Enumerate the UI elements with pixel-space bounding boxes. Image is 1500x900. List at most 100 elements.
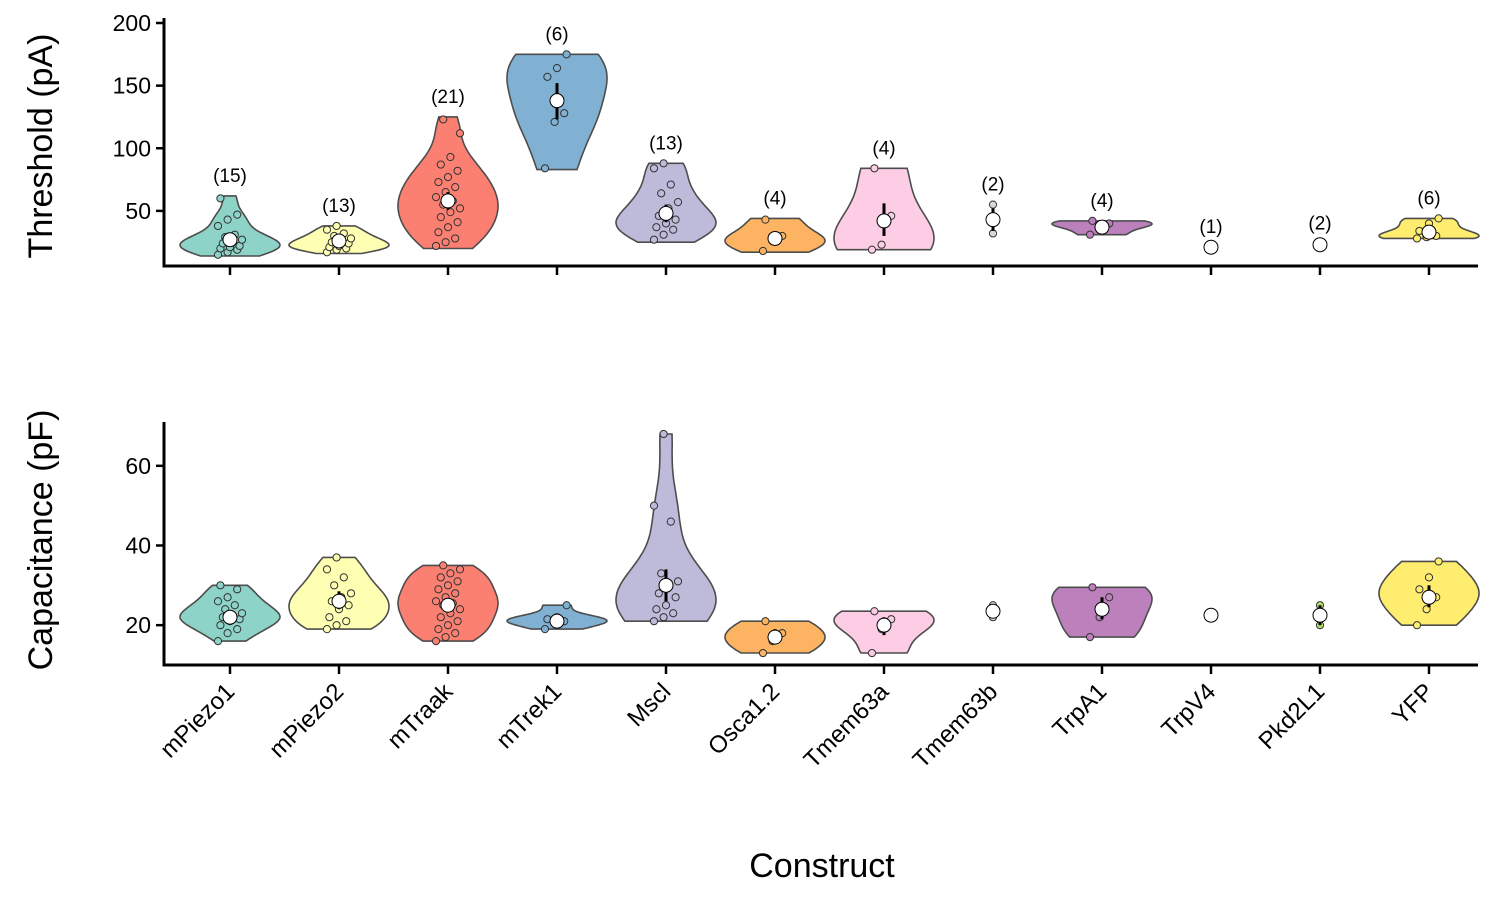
x-category-label-tmem63a: Tmem63a	[799, 678, 895, 774]
bottom-point-mpiezo2	[339, 573, 348, 582]
x-category-label-mpiezo1: mPiezo1	[155, 678, 240, 763]
bottom-point-mpiezo1	[223, 593, 232, 602]
top-point-mpiezo1	[213, 221, 223, 231]
x-category-label-trpv4: TrpV4	[1157, 678, 1222, 743]
top-point-mtraak	[434, 228, 443, 237]
bottom-point-mpiezo2	[330, 581, 339, 590]
bottom-point-yfp	[1412, 621, 1422, 630]
bottom-point-mtraak	[451, 629, 460, 638]
top-violin-group-trpa1: (4)	[1051, 191, 1153, 239]
bottom-mean-marker-mpiezo1	[222, 609, 238, 625]
top-n-label-pkd2l1: (2)	[1308, 213, 1331, 234]
bottom-point-mpiezo1	[233, 625, 242, 634]
top-violin-group-trpv4: (1)	[1199, 217, 1223, 255]
bottom-point-tmem63a	[870, 607, 879, 616]
top-n-label-trpv4: (1)	[1199, 217, 1222, 238]
bottom-point-mscl	[657, 569, 666, 578]
bottom-point-mscl	[652, 605, 661, 614]
top-point-mtraak	[455, 204, 465, 213]
top-violin-group-mtrek1: (6)	[506, 24, 608, 173]
bottom-mean-marker-mtraak	[440, 597, 456, 613]
top-point-mtraak	[446, 152, 455, 162]
x-category-label-osca1-2: Osca1.2	[703, 678, 785, 760]
bottom-violin-group-mtraak	[397, 561, 499, 646]
top-violin-group-osca1-2: (4)	[724, 188, 826, 256]
top-y-tick-label: 200	[113, 10, 151, 36]
bottom-point-mscl	[661, 601, 671, 610]
top-panel-y-axis-title: Threshold (pA)	[22, 34, 60, 259]
top-n-label-osca1-2: (4)	[763, 188, 786, 209]
top-point-mtraak	[446, 208, 455, 217]
top-point-mtrek1	[550, 117, 559, 127]
bottom-point-osca1-2	[758, 648, 768, 658]
top-point-mtrek1	[540, 164, 550, 173]
top-point-mtraak	[431, 241, 441, 251]
bottom-point-mpiezo2	[332, 553, 341, 562]
bottom-point-mtraak	[434, 625, 443, 634]
bottom-axis-lines	[162, 422, 1478, 667]
top-violin-group-mpiezo2: (13)	[288, 196, 390, 257]
top-y-tick-label: 100	[113, 135, 151, 161]
bottom-point-mpiezo2	[325, 613, 334, 622]
bottom-point-mpiezo1	[230, 601, 239, 610]
top-violin-mscl	[615, 162, 717, 243]
top-point-tmem63a	[870, 164, 879, 173]
top-point-tmem63a	[867, 245, 877, 254]
top-point-mscl	[669, 225, 678, 234]
bottom-point-mpiezo2	[332, 621, 341, 630]
top-mean-marker-mpiezo2	[331, 233, 347, 249]
top-point-yfp	[1434, 214, 1443, 223]
top-n-label-tmem63b: (2)	[981, 175, 1004, 196]
bottom-y-tick-label: 20	[125, 612, 151, 638]
bottom-point-mtraak	[439, 561, 448, 570]
x-category-label-trpa1: TrpA1	[1048, 678, 1113, 743]
top-point-osca1-2	[761, 215, 770, 224]
bottom-point-mtraak	[431, 636, 441, 646]
top-violin-group-tmem63a: (4)	[833, 138, 935, 254]
top-panel: Threshold (pA) 50 100 150 200 (15) (13) (21) (6…	[22, 10, 1480, 275]
top-point-mscl	[649, 235, 659, 244]
bottom-point-mscl	[666, 517, 675, 526]
top-violin-group-mtraak: (21)	[397, 87, 499, 251]
bottom-violin-group-trpv4	[1203, 607, 1219, 623]
x-category-label-mscl: Mscl	[622, 678, 676, 732]
top-point-osca1-2	[758, 246, 768, 256]
bottom-violin-group-mpiezo2	[288, 553, 390, 634]
top-point-mscl	[652, 223, 661, 232]
bottom-point-trpa1	[1105, 593, 1114, 602]
bottom-point-yfp	[1422, 605, 1431, 614]
bottom-point-mtraak	[455, 565, 465, 574]
bottom-point-mpiezo2	[322, 565, 332, 574]
top-n-label-yfp: (6)	[1417, 188, 1440, 209]
bottom-mean-marker-trpa1	[1094, 601, 1110, 617]
bottom-point-mscl	[669, 609, 678, 618]
top-point-mscl	[649, 164, 659, 173]
top-point-mtraak	[441, 238, 450, 247]
bottom-point-mtraak	[431, 597, 441, 606]
bottom-point-osca1-2	[761, 617, 770, 626]
top-point-mpiezo1	[223, 215, 232, 224]
bottom-mean-marker-mtrek1	[549, 613, 565, 629]
bottom-point-mscl	[654, 589, 663, 598]
top-mean-marker-mscl	[658, 205, 674, 221]
bottom-point-mscl	[659, 429, 668, 439]
top-violin-group-mscl: (13)	[615, 133, 717, 244]
bottom-mean-marker-pkd2l1	[1312, 607, 1328, 623]
top-mean-marker-osca1-2	[767, 230, 783, 246]
top-mean-marker-mtrek1	[549, 93, 565, 109]
top-point-mpiezo1	[233, 210, 242, 219]
x-category-label-mtrek1: mTrek1	[491, 678, 567, 754]
top-point-mtraak	[436, 160, 445, 169]
bottom-mean-marker-mpiezo2	[331, 593, 347, 609]
bottom-point-trpa1	[1088, 583, 1097, 592]
top-mean-marker-mpiezo1	[222, 232, 238, 248]
bottom-point-mpiezo1	[213, 597, 223, 606]
bottom-point-mscl	[649, 617, 659, 626]
bottom-point-mtraak	[446, 569, 455, 578]
top-point-yfp	[1412, 234, 1422, 243]
top-axis-lines	[162, 18, 1478, 268]
bottom-violin-group-mtrek1	[506, 601, 608, 634]
top-point-mpiezo2	[322, 225, 332, 234]
bottom-point-yfp	[1415, 585, 1424, 594]
